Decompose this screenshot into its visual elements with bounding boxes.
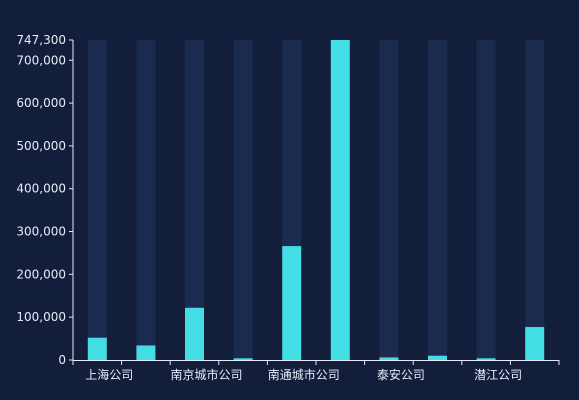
bar-background-0 — [87, 40, 107, 360]
bar-4[interactable] — [282, 246, 302, 360]
bar-9[interactable] — [525, 327, 545, 360]
y-tick-label: 700,000 — [16, 53, 66, 67]
bar-background-6 — [379, 40, 399, 360]
bar-background-1 — [136, 40, 156, 360]
y-tick-label: 500,000 — [16, 139, 66, 153]
y-axis-labels: 0 100,000 200,000 300,000 400,000 500,000 600,… — [16, 33, 66, 367]
axes — [69, 39, 560, 365]
bar-background-8 — [476, 40, 496, 360]
bar-5[interactable] — [330, 40, 350, 360]
y-tick-label: 400,000 — [16, 182, 66, 196]
bar-background-3 — [233, 40, 253, 360]
bar-0[interactable] — [87, 337, 107, 360]
bar-background-9 — [525, 40, 545, 360]
data-bars — [87, 40, 545, 360]
y-tick-label: 600,000 — [16, 96, 66, 110]
y-tick-label: 300,000 — [16, 225, 66, 239]
bar-1[interactable] — [136, 345, 156, 360]
x-tick-label: 南京城市公司 — [170, 367, 242, 382]
y-tick-label: 747,300 — [16, 33, 66, 47]
x-tick-label: 上海公司 — [85, 367, 133, 382]
y-tick-label: 200,000 — [16, 267, 66, 281]
background-bars — [87, 40, 545, 360]
y-tick-label: 0 — [58, 353, 66, 367]
bar-background-2 — [185, 40, 204, 360]
bar-6[interactable] — [379, 357, 399, 360]
bar-2[interactable] — [185, 307, 204, 360]
bar-3[interactable] — [233, 358, 253, 360]
x-tick-label: 泰安公司 — [377, 367, 425, 382]
bar-7[interactable] — [428, 355, 447, 360]
x-axis-labels: 上海公司 南京城市公司 南通城市公司 泰安公司 潜江公司 — [85, 367, 522, 382]
bar-background-7 — [428, 40, 447, 360]
x-tick-label: 潜江公司 — [474, 368, 522, 382]
bar-8[interactable] — [476, 358, 496, 360]
y-tick-label: 100,000 — [16, 310, 66, 324]
x-tick-label: 南通城市公司 — [268, 367, 340, 382]
